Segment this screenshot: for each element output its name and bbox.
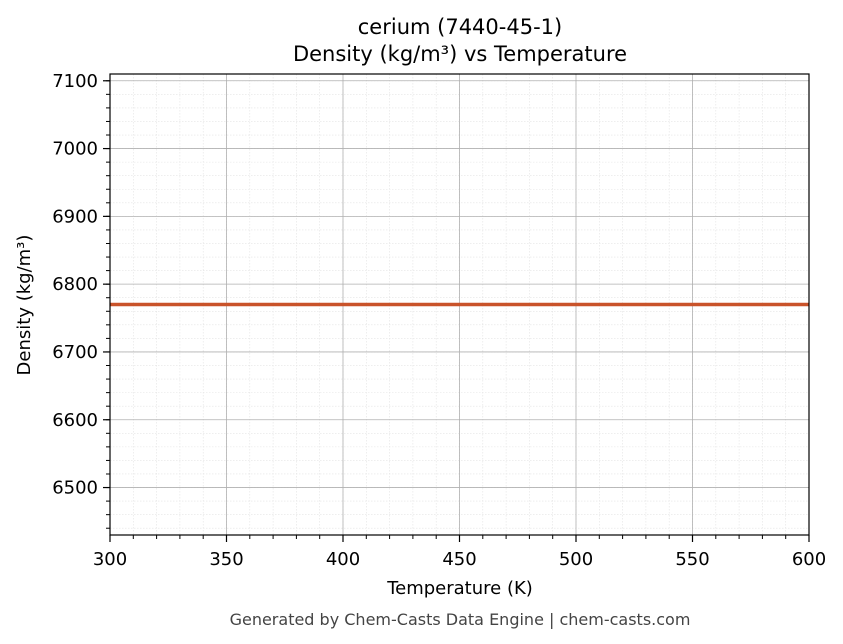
x-axis-ticks: 300 350 400 450 500 550 600 — [93, 535, 826, 570]
major-grid — [109, 74, 810, 535]
chart-subtitle: Density (kg/m³) vs Temperature — [293, 42, 627, 66]
y-axis-label: Density (kg/m³) — [14, 235, 35, 376]
chart-title: cerium (7440-45-1) — [358, 15, 562, 39]
y-tick-label: 7100 — [52, 71, 98, 92]
y-tick-label: 6500 — [52, 478, 98, 499]
footer-credit: Generated by Chem-Casts Data Engine | ch… — [230, 610, 691, 629]
x-tick-label: 300 — [93, 549, 127, 570]
y-tick-label: 7000 — [52, 139, 98, 160]
x-tick-label: 550 — [675, 549, 709, 570]
x-axis-label: Temperature (K) — [386, 578, 533, 599]
plot-area — [109, 73, 810, 536]
y-axis-ticks: 6500 6600 6700 6800 6900 7000 7100 — [52, 71, 110, 529]
x-tick-label: 500 — [559, 549, 593, 570]
x-tick-label: 350 — [209, 549, 243, 570]
y-tick-label: 6600 — [52, 410, 98, 431]
x-tick-label: 600 — [792, 549, 826, 570]
y-tick-label: 6700 — [52, 342, 98, 363]
x-tick-label: 450 — [442, 549, 476, 570]
y-tick-label: 6900 — [52, 206, 98, 227]
y-tick-label: 6800 — [52, 274, 98, 295]
x-tick-label: 400 — [326, 549, 360, 570]
